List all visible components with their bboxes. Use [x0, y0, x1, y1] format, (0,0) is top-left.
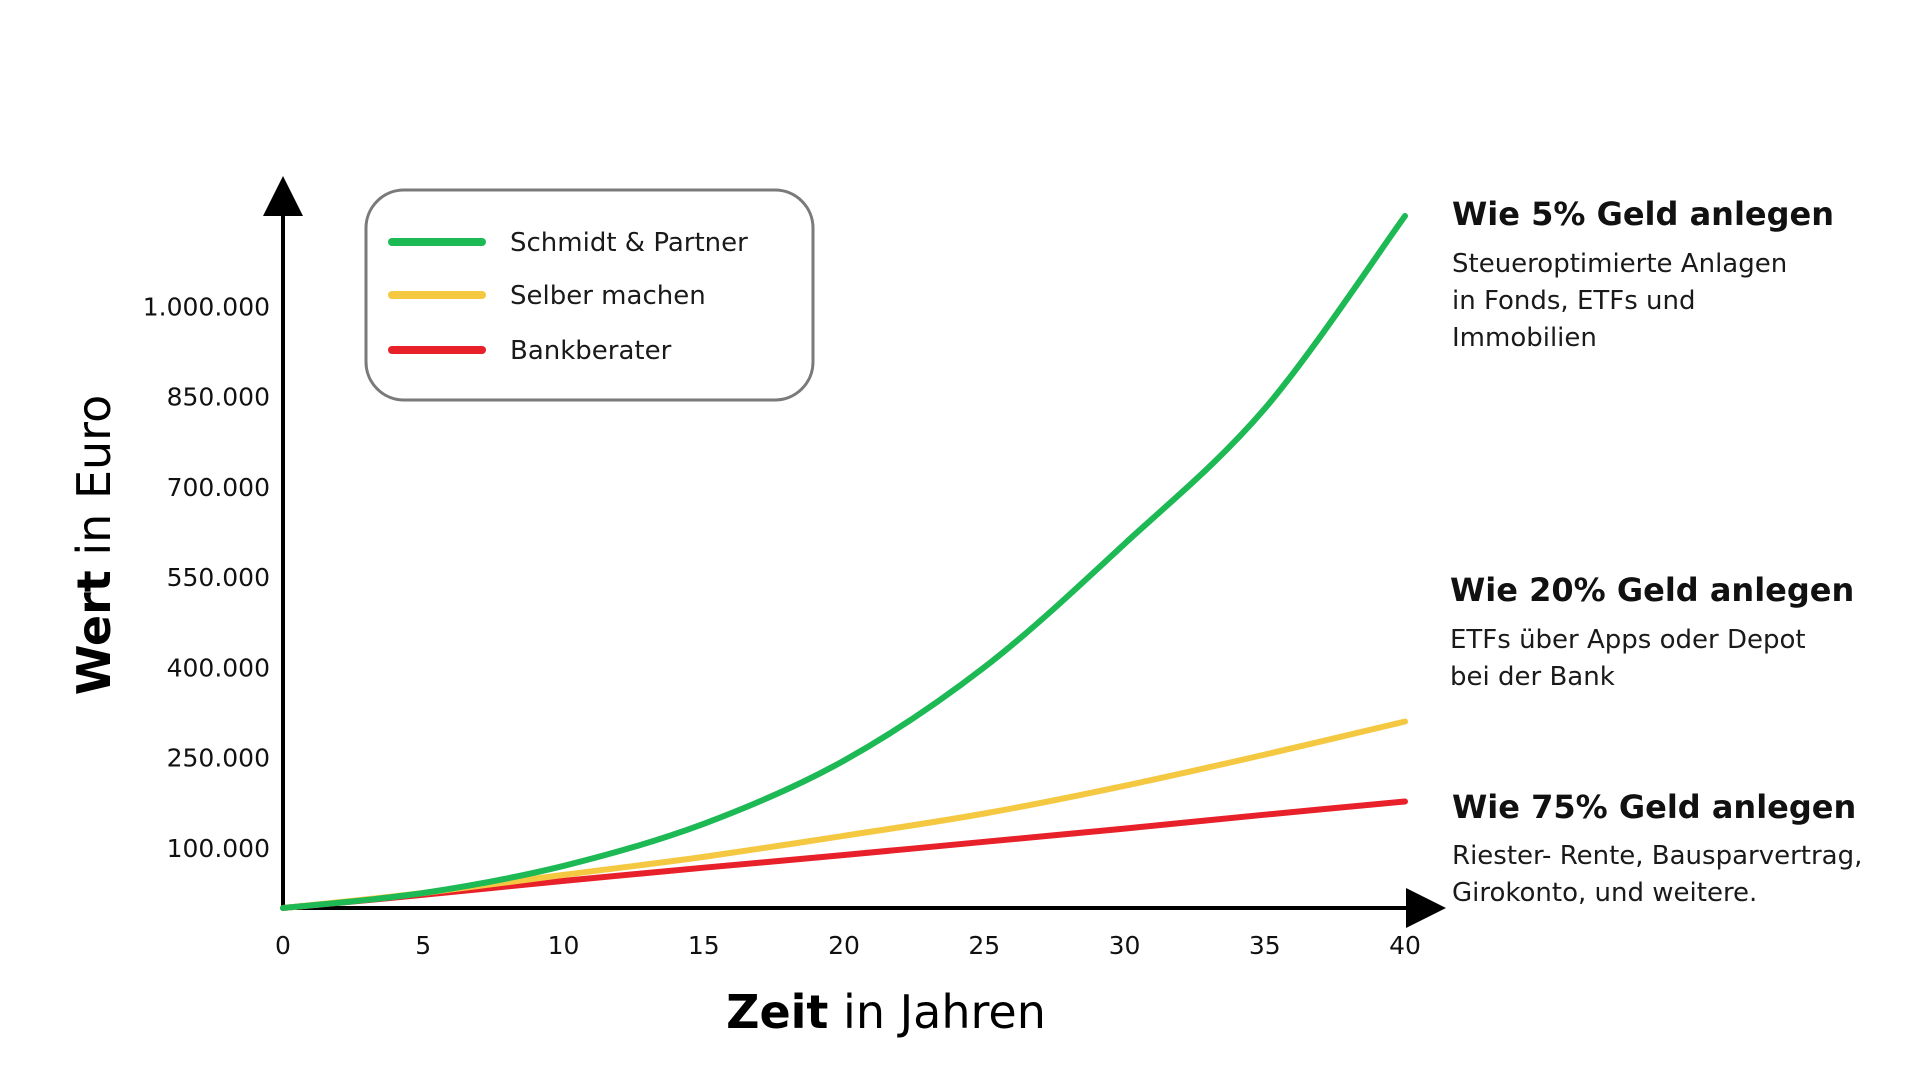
y-tick-label: 250.000	[167, 744, 270, 773]
y-axis-title-rest: in Euro	[67, 395, 121, 570]
x-tick-label: 5	[415, 931, 431, 960]
x-axis-title-bold: Zeit	[726, 985, 828, 1039]
series-lines	[280, 213, 1408, 911]
x-tick-label: 40	[1389, 931, 1421, 960]
x-tick-labels: 0 5 10 15 20 25 30 35 40	[275, 931, 1421, 960]
x-tick-label: 0	[275, 931, 291, 960]
y-tick-label: 1.000.000	[143, 292, 270, 321]
annotation-title: Wie 75% Geld anlegen	[1452, 788, 1856, 826]
x-tick-label: 15	[688, 931, 720, 960]
annotation-20-percent: Wie 20% Geld anlegen ETFs über Apps oder…	[1450, 571, 1854, 692]
y-axis-title: Wert in Euro	[67, 395, 121, 695]
x-tick-label: 20	[828, 931, 860, 960]
y-tick-label: 550.000	[167, 563, 270, 592]
annotation-title: Wie 5% Geld anlegen	[1452, 195, 1834, 233]
y-tick-labels: 100.000 250.000 400.000 550.000 700.000 850.0…	[143, 292, 270, 863]
y-tick-label: 400.000	[167, 653, 270, 682]
annotation-line: Immobilien	[1452, 323, 1597, 353]
series-line-schmidt-partner	[280, 213, 1408, 911]
annotation-5-percent: Wie 5% Geld anlegen Steueroptimierte Anl…	[1452, 195, 1834, 353]
legend-label-schmidt-partner: Schmidt & Partner	[510, 228, 748, 258]
annotation-75-percent: Wie 75% Geld anlegen Riester- Rente, Bau…	[1452, 788, 1862, 908]
annotation-title: Wie 20% Geld anlegen	[1450, 571, 1854, 609]
annotation-line: in Fonds, ETFs und	[1452, 286, 1696, 316]
x-tick-label: 35	[1249, 931, 1281, 960]
x-axis-title: Zeit in Jahren	[726, 985, 1046, 1039]
annotation-line: Girokonto, und weitere.	[1452, 878, 1757, 908]
annotation-line: Riester- Rente, Bausparvertrag,	[1452, 841, 1862, 871]
annotation-line: Steueroptimierte Anlagen	[1452, 249, 1787, 279]
y-axis-title-bold: Wert	[67, 570, 121, 695]
y-tick-label: 700.000	[167, 473, 270, 502]
legend: Schmidt & Partner Selber machen Bankbera…	[364, 188, 815, 402]
legend-label-bankberater: Bankberater	[510, 336, 672, 366]
y-tick-label: 850.000	[167, 383, 270, 412]
x-tick-label: 30	[1109, 931, 1141, 960]
annotation-line: ETFs über Apps oder Depot	[1450, 625, 1806, 655]
annotation-line: bei der Bank	[1450, 662, 1615, 692]
legend-label-selber-machen: Selber machen	[510, 281, 706, 311]
x-tick-label: 25	[968, 931, 1000, 960]
x-tick-label: 10	[548, 931, 580, 960]
y-tick-label: 100.000	[167, 834, 270, 863]
x-axis-title-rest: in Jahren	[828, 985, 1045, 1039]
